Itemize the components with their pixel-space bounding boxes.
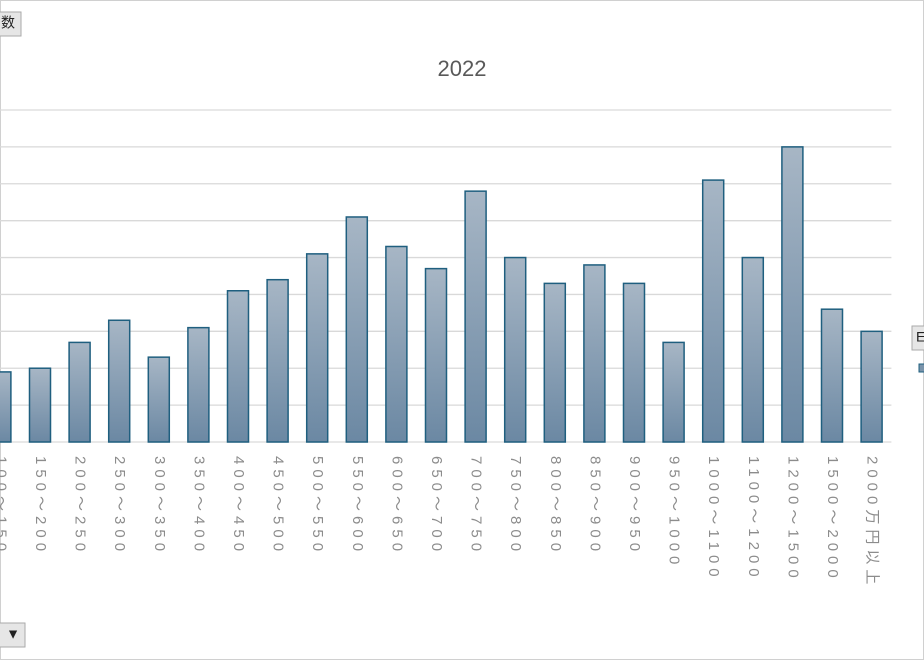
x-tick-label: 100～150: [0, 456, 9, 556]
axis-field-label[interactable]: ▼: [6, 626, 20, 642]
x-tick-label: 650～700: [428, 456, 445, 556]
bar: [662, 341, 685, 443]
bar: [345, 216, 369, 443]
x-tick-label: 2000万円以上: [864, 456, 881, 589]
bar: [820, 308, 844, 443]
bar: [781, 146, 804, 443]
axis-field-button[interactable]: [0, 622, 26, 648]
bar: [226, 290, 250, 443]
x-tick-label: 950～1000: [666, 456, 683, 569]
bar: [385, 245, 408, 443]
x-tick-label: 550～600: [349, 456, 366, 556]
x-tick-label: 350～400: [190, 456, 207, 556]
x-tick-label: 600～650: [388, 456, 405, 556]
x-tick-label: 1000～1100: [705, 456, 722, 582]
bar: [860, 330, 883, 443]
x-tick-label: 1100～1200: [745, 456, 762, 582]
x-tick-label: 700～750: [468, 456, 485, 556]
legend-swatch: [918, 363, 924, 373]
field-button[interactable]: [0, 11, 22, 37]
x-tick-label: 900～950: [626, 456, 643, 556]
x-tick-label: 150～200: [32, 456, 49, 556]
bar: [0, 371, 12, 443]
x-tick-label: 400～450: [230, 456, 247, 556]
field-button-label[interactable]: 数: [1, 15, 15, 31]
bar: [107, 319, 131, 443]
bar: [741, 256, 765, 443]
x-tick-label: 850～900: [586, 456, 603, 556]
bar: [68, 341, 91, 443]
bar: [424, 267, 448, 443]
legend-field-label[interactable]: E: [916, 329, 924, 345]
x-tick-label: 1500～2000: [824, 456, 841, 583]
x-tick-label: 200～250: [72, 456, 89, 556]
bar: [187, 326, 210, 443]
bar: [28, 367, 52, 443]
x-tick-label: 300～350: [151, 456, 168, 556]
bar: [464, 190, 487, 443]
bar: [583, 264, 606, 443]
bar: [622, 282, 646, 443]
bar: [147, 356, 171, 443]
x-tick-label: 450～500: [270, 456, 287, 556]
bar: [305, 253, 329, 443]
chart-title: 2022: [438, 56, 487, 81]
bar: [701, 179, 725, 443]
bar: [266, 278, 289, 443]
x-tick-label: 750～800: [507, 456, 524, 556]
x-tick-label: 800～850: [547, 456, 564, 556]
x-tick-label: 500～550: [309, 456, 326, 556]
bar: [503, 256, 527, 443]
legend-field-button[interactable]: [911, 325, 924, 351]
bar: [543, 282, 567, 443]
x-tick-label: 250～300: [111, 456, 128, 556]
x-tick-label: 1200～1500: [784, 456, 801, 583]
